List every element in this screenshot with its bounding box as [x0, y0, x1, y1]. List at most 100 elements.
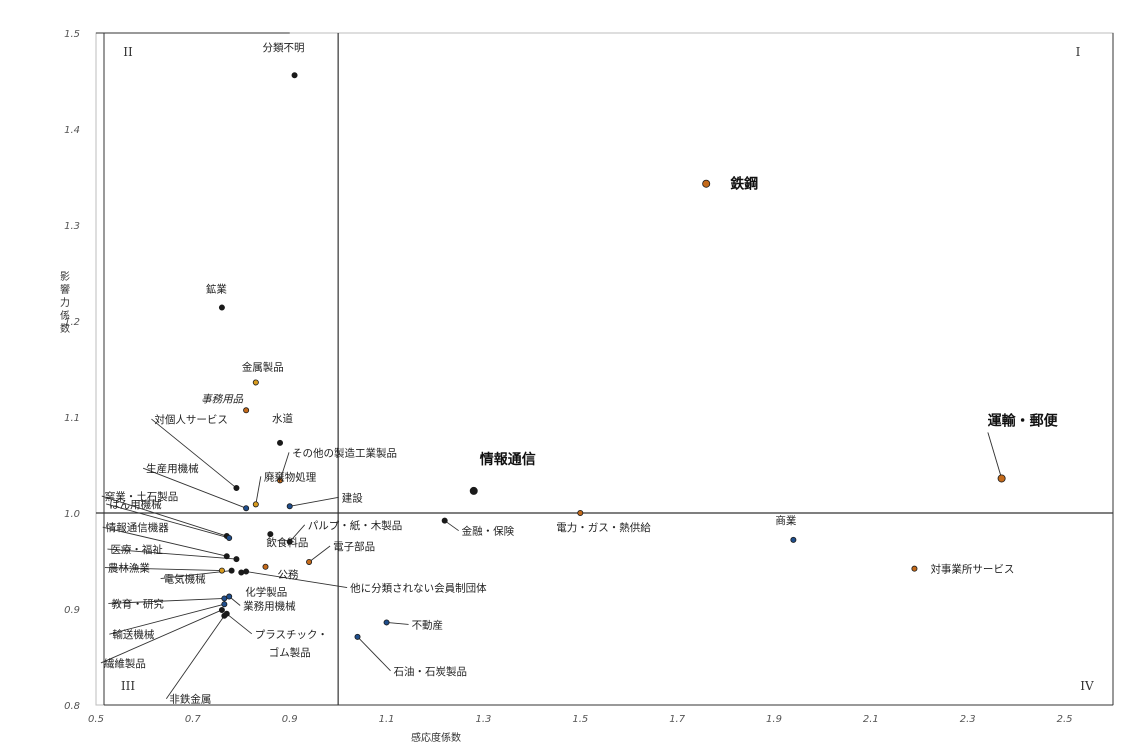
point-label: 対事業所サービス: [930, 563, 1014, 576]
label-background: [473, 446, 550, 471]
y-tick-label: 1.5: [64, 29, 80, 40]
data-point: [221, 601, 228, 608]
point-label: 農林漁業: [108, 562, 150, 575]
data-point: [286, 503, 293, 510]
x-tick-label: 0.7: [185, 714, 202, 725]
label-background: [724, 171, 771, 196]
leader-line: [308, 545, 331, 563]
leader-line: [255, 476, 262, 505]
x-tick-label: 2.5: [1057, 714, 1073, 725]
y-axis-title-char: 影: [60, 271, 70, 283]
leader-line: [142, 467, 247, 509]
data-point: [238, 569, 245, 576]
y-axis-title-char: 力: [60, 296, 70, 309]
leader-line: [289, 524, 306, 543]
leader-line: [101, 495, 227, 537]
point-label: パルプ・紙・木製品: [308, 519, 403, 532]
leader-line: [357, 636, 391, 672]
point-label: 鉱業: [206, 283, 227, 296]
point-label: 生産用機械: [146, 462, 199, 475]
data-point: [252, 501, 259, 508]
data-point: [277, 477, 284, 484]
point-label: 繊維製品: [104, 657, 146, 670]
leader-line: [246, 571, 348, 589]
leader-line: [289, 496, 339, 507]
point-label: 金融・保険: [462, 525, 515, 538]
data-point: [383, 619, 390, 626]
y-tick-label: 1.4: [64, 125, 80, 136]
data-point: [226, 593, 233, 600]
y-axis-title-char: 数: [60, 322, 70, 335]
x-tick-label: 1.7: [669, 714, 686, 725]
data-point: [228, 567, 235, 574]
y-tick-label: 1.0: [64, 509, 80, 520]
point-label: 廃棄物処理: [264, 470, 317, 483]
quadrant-label: I: [1076, 45, 1081, 59]
data-point: [218, 567, 225, 574]
x-tick-label: 1.1: [379, 714, 395, 725]
data-point: [911, 565, 918, 572]
leader-line: [108, 597, 225, 604]
quadrant-label: IV: [1080, 679, 1094, 693]
data-point: [262, 563, 269, 570]
data-point: [243, 407, 250, 414]
data-point: [223, 553, 230, 560]
point-label: 公務: [278, 568, 299, 581]
x-tick-label: 1.9: [766, 714, 782, 725]
point-label: 水道: [272, 412, 293, 425]
data-point: [226, 534, 233, 541]
data-point: [267, 531, 274, 538]
data-point: [218, 304, 225, 311]
leader-line: [100, 609, 223, 664]
point-label: 鉄鋼: [730, 176, 758, 193]
point-label: 電子部品: [333, 540, 375, 553]
point-label: 窯業・土石製品: [105, 490, 179, 503]
leader-line: [107, 548, 237, 560]
quadrant-label: II: [123, 45, 133, 59]
data-point: [243, 505, 250, 512]
data-point: [252, 379, 259, 386]
data-point: [306, 558, 313, 565]
data-points: [218, 72, 1006, 640]
data-point: [291, 72, 298, 79]
x-tick-label: 2.3: [960, 714, 976, 725]
leader-line: [386, 621, 409, 625]
data-point: [354, 633, 361, 640]
data-point: [221, 612, 228, 619]
data-point: [221, 595, 228, 602]
point-label: 対個人サービス: [154, 413, 228, 426]
data-point: [233, 556, 240, 563]
y-axis-title-char: 係: [60, 310, 70, 322]
point-label: 業務用機械: [243, 600, 296, 613]
point-label: 石油・石炭製品: [394, 665, 468, 678]
point-label: 医療・福祉: [110, 543, 163, 556]
point-label: 非鉄金属: [169, 693, 211, 706]
point-label: 事務用品: [201, 393, 243, 405]
data-point: [469, 486, 478, 495]
data-point: [441, 517, 448, 524]
leader-line: [151, 418, 237, 489]
data-point: [577, 509, 584, 516]
point-label: プラスチック・ゴム製品: [255, 629, 328, 659]
x-tick-label: 0.5: [88, 714, 104, 725]
y-axis-title-char: 響: [60, 283, 70, 296]
leader-line: [165, 615, 225, 699]
data-point: [286, 538, 293, 545]
x-tick-label: 1.5: [572, 714, 588, 725]
point-label: 他に分類されない会員制団体: [350, 582, 487, 595]
point-label: 情報通信機器: [106, 521, 169, 534]
leader-line: [226, 613, 253, 635]
leader-line: [279, 452, 290, 481]
point-label: はん用機械: [109, 498, 162, 511]
x-tick-label: 1.3: [475, 714, 491, 725]
leader-line: [102, 526, 227, 557]
y-tick-label: 1.1: [64, 413, 80, 424]
point-label: 金属製品: [242, 360, 284, 373]
point-label: 教育・研究: [111, 597, 164, 610]
point-label: 商業: [775, 514, 796, 527]
